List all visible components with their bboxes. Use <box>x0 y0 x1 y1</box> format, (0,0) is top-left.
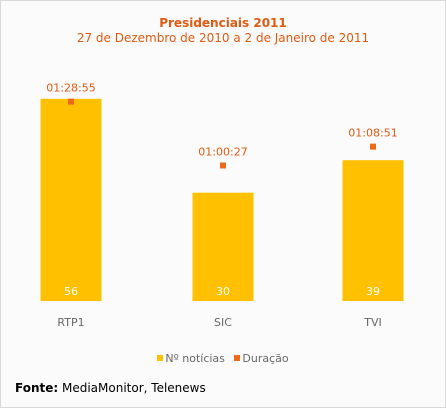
category-label-rtp1: RTP1 <box>57 316 84 329</box>
source-text: MediaMonitor, Telenews <box>58 381 206 395</box>
duration-label-sic: 01:00:27 <box>198 145 247 158</box>
bar-rtp1 <box>40 98 102 301</box>
duration-marker-rtp1 <box>68 98 74 105</box>
legend: Nº notícias Duração <box>0 352 446 365</box>
legend-label-noticias: Nº notícias <box>165 352 225 365</box>
bar-tvi <box>342 160 404 301</box>
legend-item-duracao[interactable]: Duração <box>234 352 289 365</box>
chart-title: Presidenciais 2011 <box>159 16 287 30</box>
category-label-tvi: TVI <box>363 316 382 329</box>
legend-item-noticias[interactable]: Nº notícias <box>157 352 225 365</box>
bar-value-tvi: 39 <box>366 285 380 298</box>
legend-swatch-duracao <box>234 355 241 361</box>
source-note: Fonte: MediaMonitor, Telenews <box>15 381 206 395</box>
bar-value-rtp1: 56 <box>64 285 78 298</box>
duration-label-tvi: 01:08:51 <box>348 127 397 140</box>
duration-marker-tvi <box>370 143 376 150</box>
duration-label-rtp1: 01:28:55 <box>46 82 95 95</box>
legend-swatch-noticias <box>157 355 164 361</box>
bar-sic <box>192 192 254 301</box>
source-prefix: Fonte: <box>15 381 59 395</box>
category-label-sic: SIC <box>214 316 232 329</box>
duration-marker-sic <box>220 162 226 169</box>
chart-subtitle: 27 de Dezembro de 2010 a 2 de Janeiro de… <box>76 31 370 45</box>
bar-value-sic: 30 <box>216 285 230 298</box>
legend-label-duracao: Duração <box>242 352 289 365</box>
